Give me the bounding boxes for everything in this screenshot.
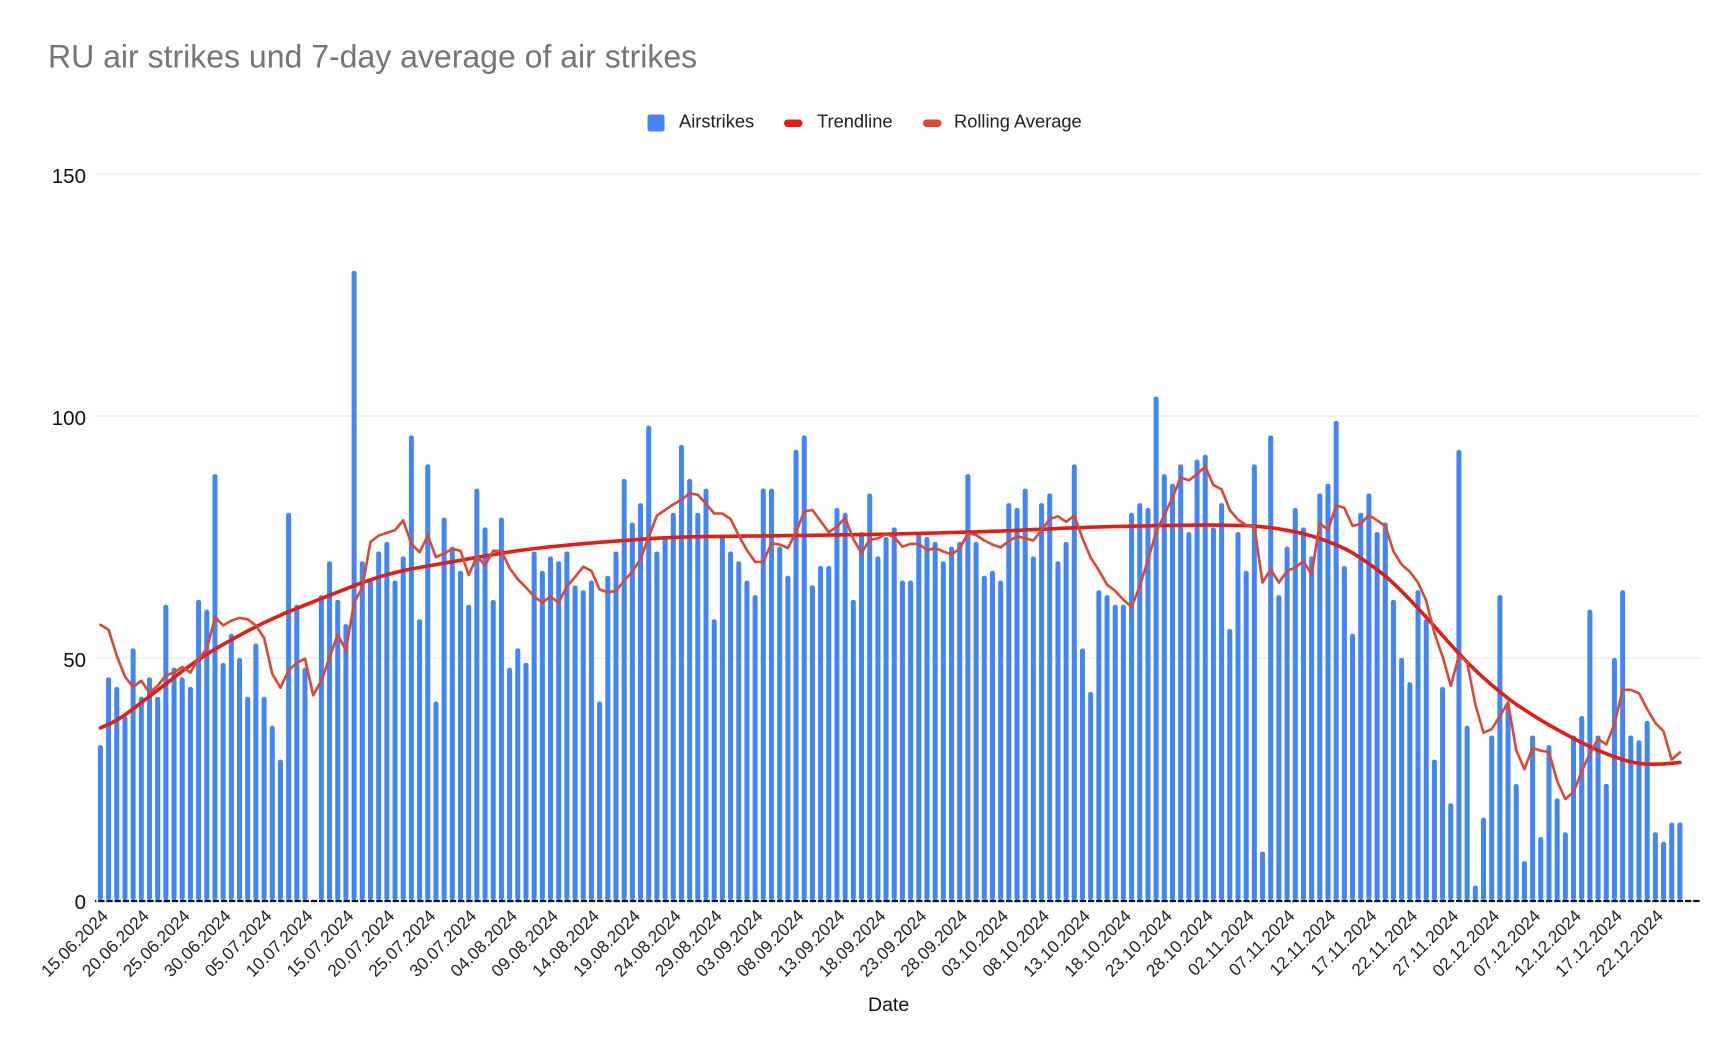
svg-text:50: 50 [63,649,86,672]
svg-text:Rolling Average: Rolling Average [954,111,1082,132]
svg-text:150: 150 [52,165,86,188]
svg-text:Trendline: Trendline [817,111,893,132]
svg-text:RU air strikes und 7-day avera: RU air strikes und 7-day average of air … [48,39,697,75]
svg-text:Date: Date [868,994,909,1016]
svg-text:0: 0 [75,891,86,914]
svg-text:100: 100 [52,407,86,430]
svg-text:Airstrikes: Airstrikes [679,111,754,132]
